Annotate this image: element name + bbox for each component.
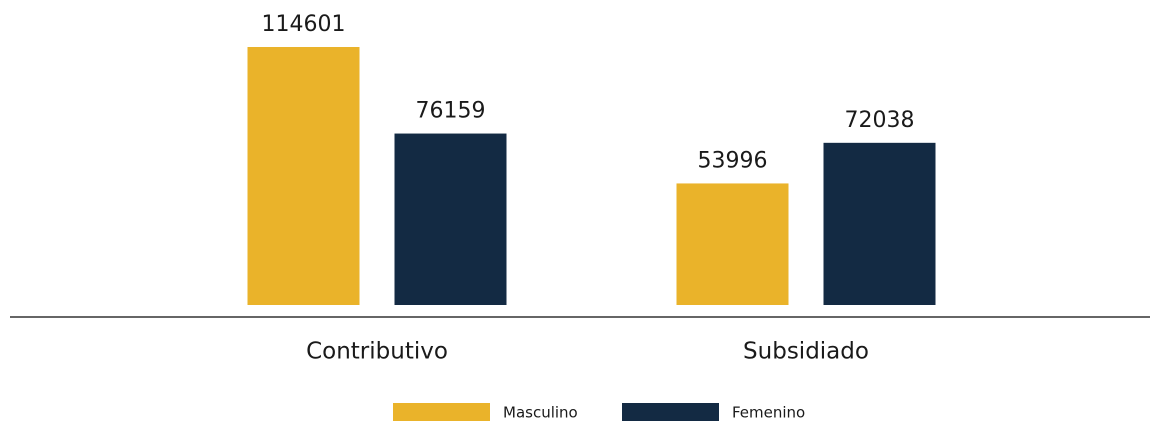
bar bbox=[823, 142, 936, 305]
legend-swatch bbox=[393, 403, 490, 421]
legend-label: Femenino bbox=[732, 404, 805, 422]
data-label: 72038 bbox=[845, 108, 915, 133]
legend-swatch bbox=[622, 403, 719, 421]
bar bbox=[676, 183, 789, 305]
bar bbox=[247, 47, 360, 305]
legend-label: Masculino bbox=[503, 404, 578, 422]
data-label: 114601 bbox=[262, 12, 346, 37]
data-label: 53996 bbox=[698, 148, 768, 173]
x-tick-label: Contributivo bbox=[306, 339, 448, 365]
x-tick-label: Subsidiado bbox=[743, 339, 869, 365]
data-label: 76159 bbox=[416, 99, 486, 124]
bar bbox=[394, 133, 507, 305]
